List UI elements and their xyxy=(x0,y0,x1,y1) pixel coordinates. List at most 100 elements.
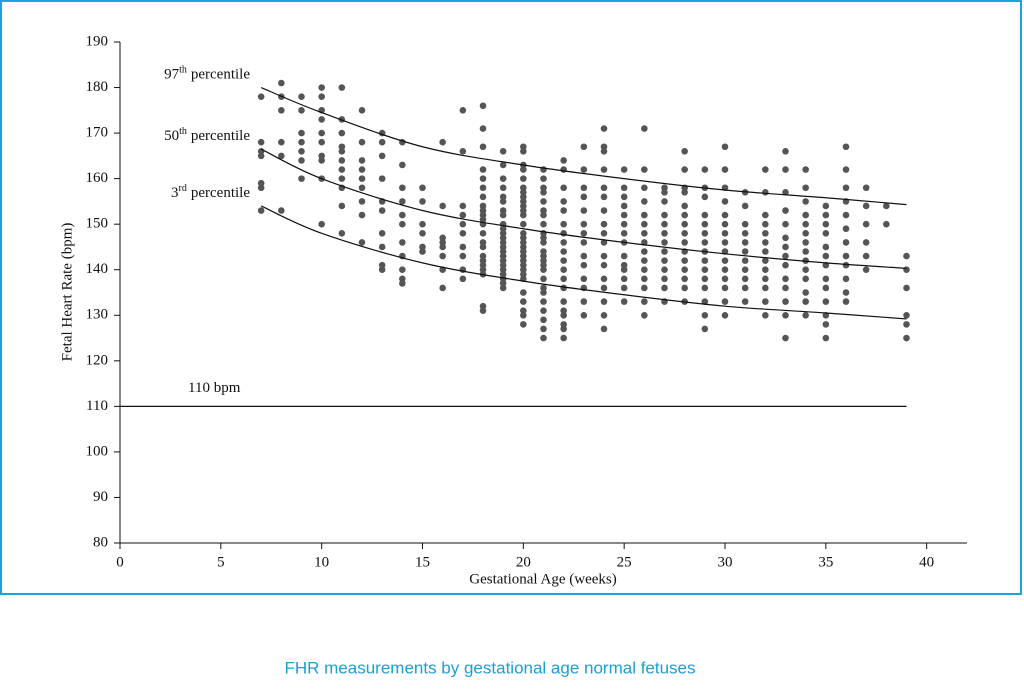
point xyxy=(641,125,648,132)
point xyxy=(499,229,507,237)
point xyxy=(499,257,507,264)
point xyxy=(459,202,467,210)
point xyxy=(540,316,547,324)
point xyxy=(721,298,729,305)
y-tick-label: 180 xyxy=(86,79,109,95)
point xyxy=(661,198,668,205)
point xyxy=(278,138,285,146)
point xyxy=(741,239,749,246)
point xyxy=(822,211,830,219)
point xyxy=(560,284,567,292)
point xyxy=(499,184,507,192)
point xyxy=(782,189,789,196)
point xyxy=(479,266,487,274)
point xyxy=(741,266,749,274)
point xyxy=(540,207,547,214)
point xyxy=(499,270,507,278)
point xyxy=(399,266,406,274)
point xyxy=(600,252,608,260)
point xyxy=(782,275,789,283)
point xyxy=(580,252,588,260)
point xyxy=(419,248,426,255)
y-tick-label: 120 xyxy=(86,352,109,368)
x-tick-label: 15 xyxy=(415,554,430,570)
curve-label-text: percentile xyxy=(191,67,250,83)
point xyxy=(298,138,305,146)
x-tick-label: 0 xyxy=(116,554,124,570)
point xyxy=(600,275,608,283)
point xyxy=(580,220,588,228)
point xyxy=(479,207,487,214)
point xyxy=(540,289,547,296)
point xyxy=(358,239,366,246)
point xyxy=(600,325,608,333)
point xyxy=(459,275,467,283)
x-tick-label: 35 xyxy=(818,554,833,570)
point xyxy=(399,280,406,287)
y-tick-label: 130 xyxy=(86,307,109,323)
point xyxy=(540,184,547,192)
point xyxy=(580,261,588,269)
point xyxy=(439,284,446,292)
point xyxy=(802,166,809,173)
y-tick-label: 100 xyxy=(86,443,109,459)
point xyxy=(278,107,285,114)
point xyxy=(721,143,729,151)
point xyxy=(701,266,709,274)
point xyxy=(338,202,346,210)
point xyxy=(721,266,729,274)
point xyxy=(903,334,910,342)
point xyxy=(681,148,688,155)
point xyxy=(721,220,729,228)
point xyxy=(620,202,628,210)
point xyxy=(499,284,507,292)
point xyxy=(741,248,749,255)
point xyxy=(459,220,467,228)
point xyxy=(560,229,567,237)
point xyxy=(378,175,386,182)
point xyxy=(782,284,789,292)
point xyxy=(721,229,729,237)
point xyxy=(499,161,507,169)
point xyxy=(499,239,507,246)
point xyxy=(782,234,789,242)
point xyxy=(822,243,830,251)
point xyxy=(661,189,668,196)
point xyxy=(822,284,830,292)
point xyxy=(439,234,446,242)
point xyxy=(842,275,850,283)
point xyxy=(620,229,628,237)
point xyxy=(620,193,628,201)
point xyxy=(842,261,850,269)
point xyxy=(459,211,467,219)
point xyxy=(318,93,325,100)
point xyxy=(560,325,567,333)
point xyxy=(520,193,527,201)
point xyxy=(802,289,809,296)
point xyxy=(540,198,547,205)
point xyxy=(479,229,487,237)
point xyxy=(661,229,668,237)
point xyxy=(378,152,386,160)
point xyxy=(681,229,688,237)
point xyxy=(479,302,487,310)
point xyxy=(762,284,769,292)
percentile-curve xyxy=(260,205,907,320)
y-tick-label: 110 xyxy=(86,398,108,414)
point xyxy=(540,234,547,242)
point xyxy=(520,184,527,192)
point xyxy=(661,284,668,292)
point xyxy=(782,298,789,305)
point xyxy=(762,239,769,246)
point xyxy=(520,229,527,237)
point xyxy=(580,275,588,283)
point xyxy=(520,266,527,274)
point xyxy=(399,220,406,228)
point xyxy=(399,275,406,283)
point xyxy=(842,252,850,260)
point xyxy=(701,275,709,283)
point xyxy=(358,138,366,146)
x-tick-label: 5 xyxy=(217,554,225,570)
point xyxy=(600,220,608,228)
point xyxy=(580,166,588,173)
